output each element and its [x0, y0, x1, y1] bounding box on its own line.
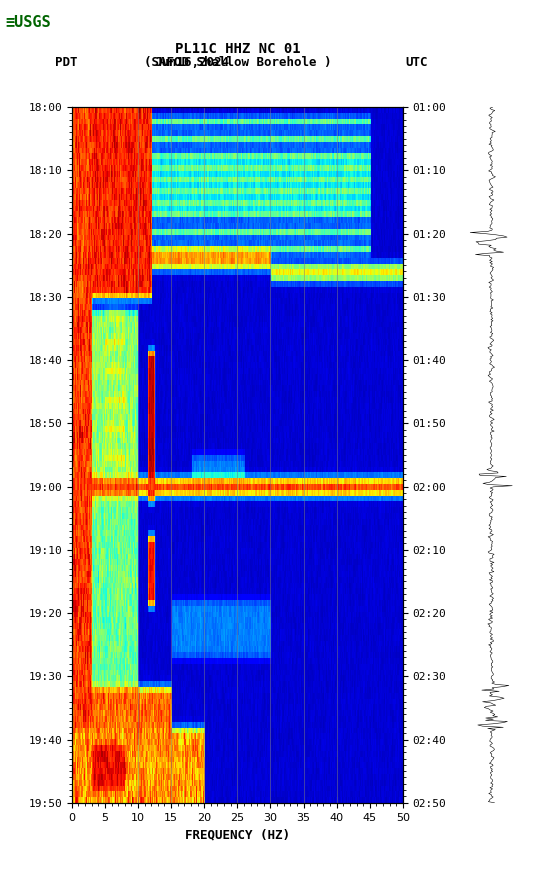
- Text: (SAFOD Shallow Borehole ): (SAFOD Shallow Borehole ): [144, 56, 331, 69]
- Text: Jun16,2024: Jun16,2024: [155, 56, 230, 69]
- Text: PDT: PDT: [55, 56, 78, 69]
- Text: UTC: UTC: [406, 56, 428, 69]
- Text: PL11C HHZ NC 01: PL11C HHZ NC 01: [174, 42, 300, 56]
- X-axis label: FREQUENCY (HZ): FREQUENCY (HZ): [185, 828, 290, 841]
- Text: ≡USGS: ≡USGS: [6, 15, 51, 29]
